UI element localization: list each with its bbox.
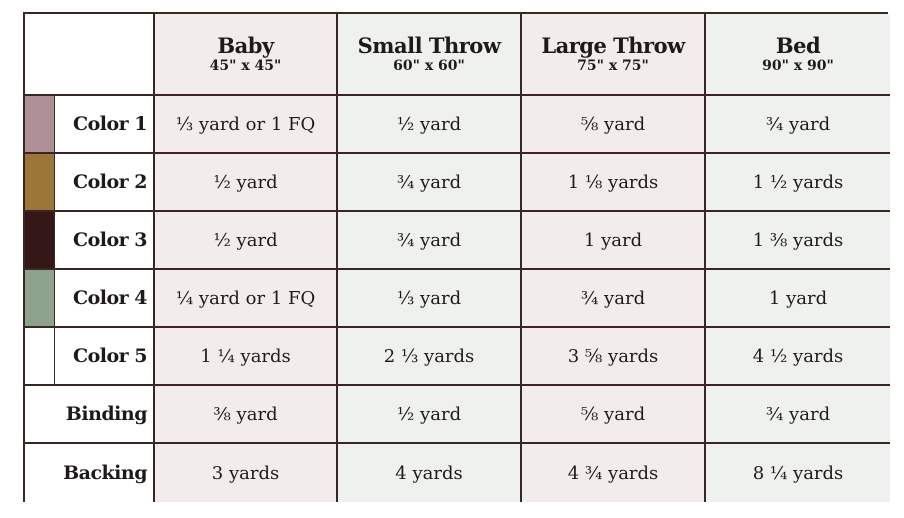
table-cell: 1 ¼ yards	[155, 328, 338, 386]
header-size: 45" x 45"	[209, 57, 282, 74]
header-large-throw: Large Throw 75" x 75"	[522, 14, 706, 96]
row-label: Color 1	[55, 96, 155, 154]
table-corner	[25, 14, 155, 96]
header-small-throw: Small Throw 60" x 60"	[338, 14, 522, 96]
row-label: Color 5	[55, 328, 155, 386]
table-cell: 1 yard	[706, 270, 890, 328]
table-cell: ⅜ yard	[155, 386, 338, 444]
table-cell: 3 ⅝ yards	[522, 328, 706, 386]
fabric-requirements-table: Baby 45" x 45" Small Throw 60" x 60" Lar…	[23, 12, 890, 502]
table-cell: ¼ yard or 1 FQ	[155, 270, 338, 328]
table-cell: ¾ yard	[522, 270, 706, 328]
table-cell: ¾ yard	[706, 96, 890, 154]
table-cell: 1 ⅛ yards	[522, 154, 706, 212]
header-name: Bed	[775, 32, 821, 58]
row-label: Color 4	[55, 270, 155, 328]
table-cell: 2 ⅓ yards	[338, 328, 522, 386]
color-swatch-4	[25, 270, 55, 328]
table-cell: 1 ⅜ yards	[706, 212, 890, 270]
header-size: 90" x 90"	[762, 57, 834, 74]
table-cell: 8 ¼ yards	[706, 444, 890, 502]
table-cell: ½ yard	[338, 96, 522, 154]
color-swatch-1	[25, 96, 55, 154]
table-cell: ½ yard	[155, 212, 338, 270]
table-cell: 4 ¾ yards	[522, 444, 706, 502]
row-label: Color 3	[55, 212, 155, 270]
table-cell: 4 yards	[338, 444, 522, 502]
table-cell: 4 ½ yards	[706, 328, 890, 386]
table-cell: ⅝ yard	[522, 386, 706, 444]
color-swatch-5	[25, 328, 55, 386]
color-swatch-3	[25, 212, 55, 270]
table-cell: ½ yard	[155, 154, 338, 212]
table-cell: 1 ½ yards	[706, 154, 890, 212]
header-size: 60" x 60"	[393, 57, 465, 74]
color-swatch-2	[25, 154, 55, 212]
header-baby: Baby 45" x 45"	[155, 14, 338, 96]
row-label: Color 2	[55, 154, 155, 212]
header-bed: Bed 90" x 90"	[706, 14, 890, 96]
table-cell: ⅓ yard or 1 FQ	[155, 96, 338, 154]
table-cell: ¾ yard	[338, 212, 522, 270]
table-cell: ½ yard	[338, 386, 522, 444]
table-cell: ⅓ yard	[338, 270, 522, 328]
row-label: Backing	[25, 444, 155, 502]
table-cell: ⅝ yard	[522, 96, 706, 154]
table-cell: 3 yards	[155, 444, 338, 502]
header-name: Baby	[217, 32, 274, 58]
header-size: 75" x 75"	[577, 57, 649, 74]
header-name: Small Throw	[357, 32, 501, 58]
table-cell: 1 yard	[522, 212, 706, 270]
row-label: Binding	[25, 386, 155, 444]
header-name: Large Throw	[541, 32, 685, 58]
table-cell: ¾ yard	[338, 154, 522, 212]
table-cell: ¾ yard	[706, 386, 890, 444]
